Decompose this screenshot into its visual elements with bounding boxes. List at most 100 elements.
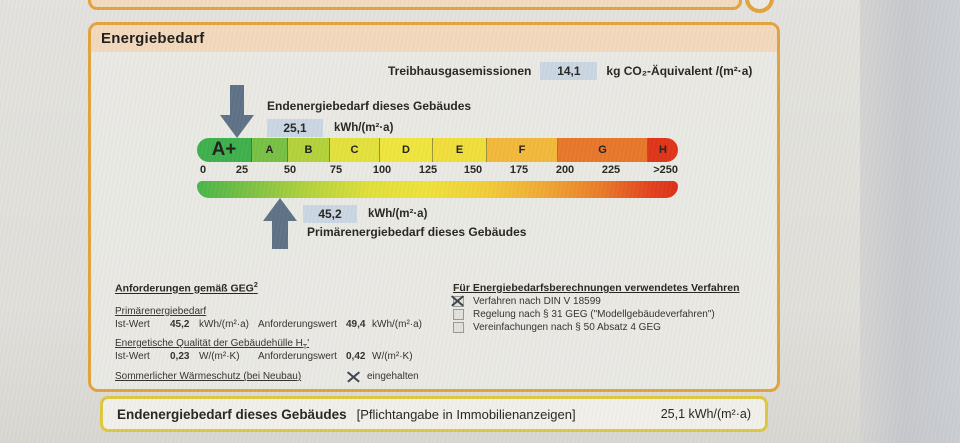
requirement-unit: kWh/(m²·a) bbox=[372, 319, 422, 330]
scale-class-g: G bbox=[558, 138, 648, 162]
ist-label: Ist-Wert bbox=[115, 319, 150, 330]
primary-energy-label: Primärenergiebedarf dieses Gebäudes bbox=[307, 225, 527, 239]
method-option-label: Regelung nach § 31 GEG ("Modellgebäudeve… bbox=[473, 309, 715, 320]
calculation-method-column: Für Energiebedarfsberechnungen verwendet… bbox=[453, 282, 765, 333]
ist-unit: W/(m²·K) bbox=[199, 351, 240, 362]
scale-tick: 100 bbox=[372, 164, 392, 176]
summer-heat-protection-status: eingehalten bbox=[367, 371, 419, 382]
scale-tick: 175 bbox=[509, 164, 529, 176]
requirement-value: 0,42 bbox=[346, 351, 366, 362]
arrow-head bbox=[220, 115, 254, 138]
scale-tick: 50 bbox=[283, 164, 297, 176]
energiebedarf-section: Energiebedarf Treibhausgasemissionen 14,… bbox=[88, 22, 780, 392]
page-right-margin bbox=[860, 0, 960, 443]
footer-label: Endenergiebedarf dieses Gebäudes bbox=[117, 406, 347, 422]
arrow-head bbox=[263, 198, 297, 221]
requirement-label: Anforderungswert bbox=[258, 351, 337, 362]
scale-class-e: E bbox=[433, 138, 487, 162]
end-energy-label: Endenergiebedarf dieses Gebäudes bbox=[267, 99, 472, 113]
scale-class-label: A bbox=[265, 144, 274, 156]
scale-class-label: A+ bbox=[211, 139, 237, 160]
requirement-unit: W/(m²·K) bbox=[372, 351, 413, 362]
method-option-din-v-18599: Verfahren nach DIN V 18599 bbox=[453, 296, 601, 307]
requirements-title-text: Anforderungen gemäß GEG bbox=[115, 282, 254, 295]
scale-tick: 125 bbox=[418, 164, 438, 176]
scale-class-label: D bbox=[402, 144, 410, 156]
scale-class-h: H bbox=[648, 138, 678, 162]
summer-heat-protection-row: Sommerlicher Wärmeschutz (bei Neubau) ei… bbox=[115, 370, 460, 384]
summer-heat-protection-label: Sommerlicher Wärmeschutz (bei Neubau) bbox=[115, 371, 302, 382]
ist-unit: kWh/(m²·a) bbox=[199, 319, 249, 330]
arrow-shaft bbox=[230, 85, 244, 116]
primary-energy-unit: kWh/(m²·a) bbox=[368, 208, 428, 220]
scale-class-d: D bbox=[380, 138, 433, 162]
scale-class-label: E bbox=[455, 144, 464, 156]
method-title: Für Energiebedarfsberechnungen verwendet… bbox=[453, 282, 740, 294]
scale-class-a: A bbox=[252, 138, 288, 162]
ist-label: Ist-Wert bbox=[115, 351, 150, 362]
emissions-row: Treibhausgasemissionen 14,1 kg CO₂-Äquiv… bbox=[388, 62, 752, 80]
envelope-quality-heading: Energetische Qualität der Gebäudehülle H… bbox=[115, 338, 309, 351]
requirements-title: Anforderungen gemäß GEG2 bbox=[115, 282, 455, 295]
primary-energy-gradient-scale bbox=[197, 181, 678, 198]
envelope-heading-suffix: ' bbox=[307, 338, 310, 349]
scale-class-a-plus: A+ bbox=[197, 138, 252, 162]
scale-class-label: C bbox=[350, 144, 359, 156]
method-option-label: Verfahren nach DIN V 18599 bbox=[473, 296, 601, 307]
footer-note: [Pflichtangabe in Immobilienanzeigen] bbox=[356, 406, 576, 422]
scale-class-label: B bbox=[304, 144, 313, 156]
section-header: Energiebedarf bbox=[91, 25, 777, 52]
scale-tick: 75 bbox=[329, 164, 343, 176]
requirement-label: Anforderungswert bbox=[258, 319, 337, 330]
envelope-heading-main: Energetische Qualität der Gebäudehülle H bbox=[115, 338, 303, 349]
scale-class-label: G bbox=[598, 144, 607, 156]
method-option-vereinfachungen: Vereinfachungen nach § 50 Absatz 4 GEG bbox=[453, 322, 661, 333]
scale-tick: 225 bbox=[601, 164, 621, 176]
checkbox-unchecked-icon bbox=[453, 322, 464, 333]
scale-class-label: F bbox=[518, 144, 526, 156]
scale-tick: 150 bbox=[463, 164, 483, 176]
ist-value: 0,23 bbox=[170, 351, 190, 362]
envelope-heading-subscript: T bbox=[302, 344, 308, 351]
primary-energy-value-row: 45,2 kWh/(m²·a) bbox=[303, 205, 427, 223]
x-mark-icon bbox=[346, 371, 361, 383]
requirements-column: Anforderungen gemäß GEG2 Primärenergiebe… bbox=[115, 282, 455, 382]
emissions-unit: kg CO₂-Äquivalent /(m²·a) bbox=[606, 64, 753, 78]
scale-tick-labels: 0 25 50 75 100 125 150 175 200 225 >250 bbox=[197, 164, 678, 177]
method-option-label: Vereinfachungen nach § 50 Absatz 4 GEG bbox=[473, 322, 661, 333]
end-energy-value-row: 25,1 kWh/(m²·a) bbox=[267, 119, 393, 137]
primary-energy-heading: Primärenergiebedarf bbox=[115, 306, 207, 317]
end-energy-pointer-arrow-icon bbox=[220, 85, 254, 138]
envelope-requirement-row: Ist-Wert 0,23 W/(m²·K) Anforderungswert … bbox=[115, 351, 455, 363]
efficiency-class-scale: A+ A B C D E F G H bbox=[197, 138, 678, 162]
scale-tick: 200 bbox=[555, 164, 575, 176]
checkbox-unchecked-icon bbox=[453, 309, 464, 320]
ist-value: 45,2 bbox=[170, 319, 190, 330]
scale-class-label: H bbox=[659, 144, 667, 156]
footer-value: 25,1 kWh/(m²·a) bbox=[660, 407, 751, 421]
primary-energy-value: 45,2 bbox=[303, 205, 357, 223]
scale-class-b: B bbox=[288, 138, 330, 162]
previous-section-bottom-edge bbox=[88, 0, 742, 10]
scale-tick: >250 bbox=[653, 164, 678, 176]
section-title: Energiebedarf bbox=[101, 30, 205, 47]
scale-tick: 0 bbox=[200, 164, 207, 176]
primary-energy-pointer-arrow-icon bbox=[263, 198, 297, 249]
primary-energy-requirement-row: Ist-Wert 45,2 kWh/(m²·a) Anforderungswer… bbox=[115, 319, 455, 331]
emissions-label: Treibhausgasemissionen bbox=[388, 64, 532, 78]
end-energy-value: 25,1 bbox=[267, 119, 323, 137]
emissions-value: 14,1 bbox=[540, 62, 598, 80]
checkbox-checked-icon bbox=[453, 296, 464, 307]
footnote-marker: 2 bbox=[253, 282, 258, 289]
envelope-heading-text: Energetische Qualität der Gebäudehülle H… bbox=[115, 338, 310, 351]
end-energy-unit: kWh/(m²·a) bbox=[334, 122, 394, 134]
x-mark-icon bbox=[450, 295, 465, 307]
scale-tick: 25 bbox=[235, 164, 249, 176]
page-number-badge bbox=[745, 0, 774, 13]
arrow-shaft bbox=[272, 220, 288, 249]
method-option-modellgebaeudeverfahren: Regelung nach § 31 GEG ("Modellgebäudeve… bbox=[453, 309, 715, 320]
scale-class-f: F bbox=[487, 138, 558, 162]
scale-class-c: C bbox=[330, 138, 380, 162]
mandatory-disclosure-bar: Endenergiebedarf dieses Gebäudes [Pflich… bbox=[100, 396, 768, 432]
